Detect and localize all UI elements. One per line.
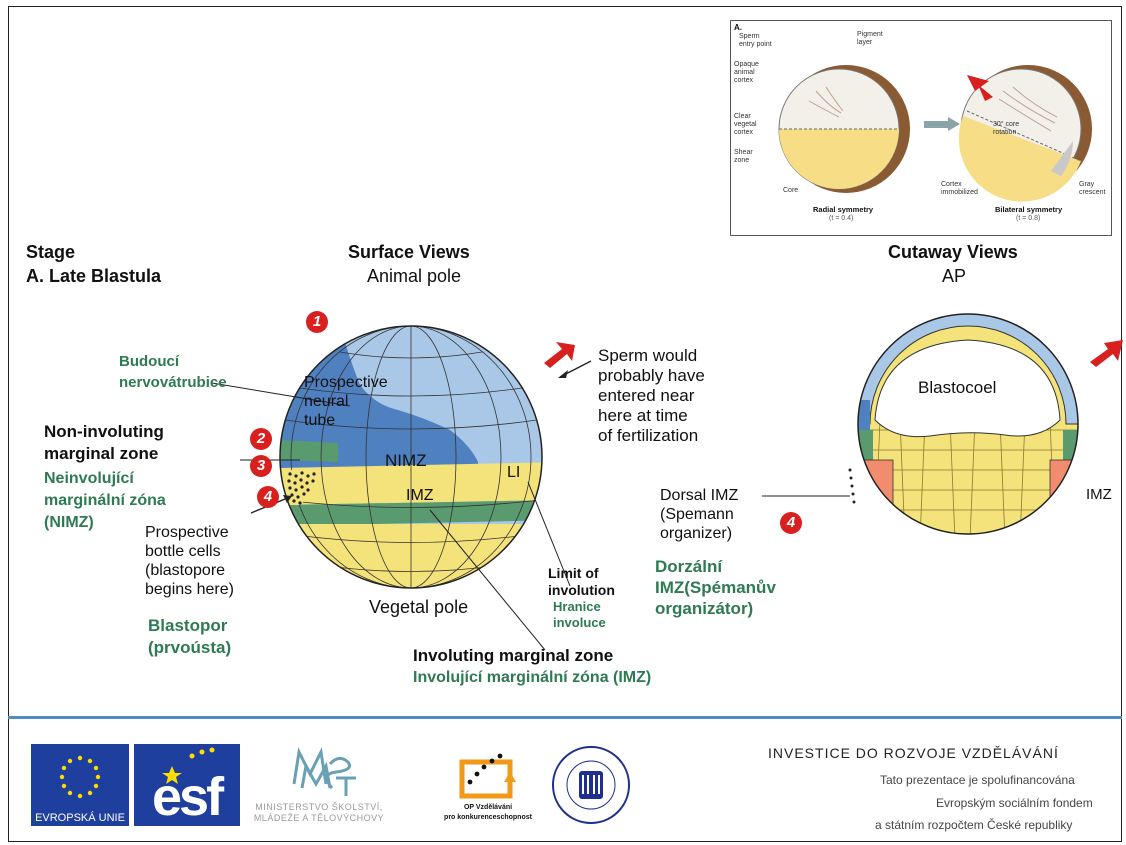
hranice-label: Hranice involuce [553,599,606,630]
li-label: LI [507,464,521,481]
marker-1: 1 [306,311,328,333]
cutaway-views-heading: Cutaway Views [888,242,1018,262]
esf-wordmark: esf [152,767,224,827]
msmt-monogram-icon [292,747,356,796]
op-logo: OP Vzdělávání pro konkurenceschopnost [432,744,544,830]
msmt-line1: MINISTERSTVO ŠKOLSTVÍ, [255,802,383,812]
inset-pigment: Pigment layer [857,31,883,46]
involujici-label: Involující marginální zóna (IMZ) [413,669,652,686]
imz-label: IMZ [406,487,434,504]
esf-stars-icon [162,747,215,784]
inset-clear: Clear vegetal cortex [734,113,757,136]
footer-line2: Evropským sociálním fondem [936,796,1093,810]
sperm-label: Sperm would probably have entered near h… [598,346,705,445]
stage-heading: Stage [26,242,76,262]
animal-pole-label: Animal pole [367,266,462,286]
op-line2: pro konkurenceschopnost [444,814,532,821]
msmt-line2: MLÁDEŽE A TĚLOVÝCHOVY [253,813,385,823]
footer-line3: a státním rozpočtem České republiky [875,818,1073,832]
inset-diagram [778,65,1092,202]
eu-stars-icon [59,755,101,799]
inset-bilateral: Bilateral symmetry [995,205,1063,214]
slide-frame [8,6,1122,842]
limit-label: Limit of involution [548,565,615,598]
investice-heading: INVESTICE DO ROZVOJE VZDĚLÁVÁNÍ [768,745,1059,761]
esf-logo: esf [134,744,240,826]
non-involuting-label: Non-involuting marginal zone [44,422,164,463]
inset-radial-t: (t = 0.4) [829,215,854,222]
inset-opaque: Opaque animal cortex [734,61,759,84]
eu-label: EVROPSKÁ UNIE [35,812,125,824]
imz-right-label: IMZ [1086,486,1112,503]
eu-logo: EVROPSKÁ UNIE [31,744,129,826]
marker-3: 3 [250,455,272,477]
footer-rule [8,716,1122,719]
neinvolujici-label: Neinvolující marginální zóna (NIMZ) [44,470,166,531]
footer-line1: Tato prezentace je spolufinancována [880,773,1075,787]
involuting-label: Involuting marginal zone [413,646,614,665]
inset-figure: A. Sperm entry point Pigment layer Opaqu… [730,20,1112,236]
op-emblem-icon [459,753,516,799]
budouci-label: Budoucí nervovátrubice [119,353,227,391]
inset-core: Core [783,187,799,194]
blastopor-label: Blastopor (prvoústa) [148,616,232,657]
inset-immobilized: Cortex immobilized [941,181,978,196]
marker-4: 4 [257,486,279,508]
ap-label: AP [942,266,967,286]
inset-rotation: 30° core rotation [993,121,1020,136]
vegetal-pole-label: Vegetal pole [369,597,469,617]
dorsal-imz-label: Dorsal IMZ (Spemann organizer) [660,487,739,542]
inset-gray: Gray crescent [1079,181,1106,196]
bottle-cells-label: Prospective bottle cells (blastopore beg… [145,524,234,598]
dorzalni-label: Dorzální IMZ(Spémanův organizátor) [655,557,776,618]
prospective-neural-label: Prospective neural tube [304,374,388,429]
inset-letter: A. [734,23,742,32]
nimz-label: NIMZ [385,451,427,470]
inset-shear: Shear zone [734,149,753,164]
marker-4-cutaway: 4 [780,512,802,534]
inset-sperm-entry: Sperm entry point [739,33,772,48]
late-blastula-heading: A. Late Blastula [26,266,162,286]
blastocoel-label: Blastocoel [918,378,997,397]
inset-bilateral-t: (t = 0.8) [1016,215,1041,222]
op-line1: OP Vzdělávání [463,804,513,811]
marker-2: 2 [250,428,272,450]
muni-seal [550,744,632,826]
msmt-logo: MINISTERSTVO ŠKOLSTVÍ, MLÁDEŽE A TĚLOVÝC… [244,744,394,826]
inset-radial: Radial symmetry [813,205,874,214]
muni-seal-icon [552,746,630,824]
surface-views-heading: Surface Views [348,242,470,262]
